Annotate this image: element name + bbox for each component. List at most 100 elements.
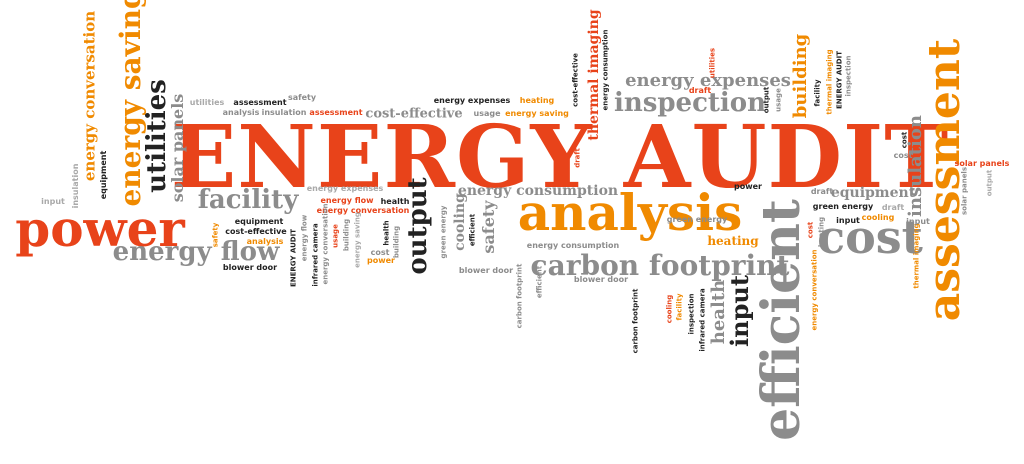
word-small: draft xyxy=(688,86,712,95)
word-small: cost xyxy=(900,131,909,149)
word-insulation: insulation xyxy=(905,115,926,217)
word-small: carbon footprint xyxy=(515,263,524,329)
word-small: energy conversation xyxy=(316,206,410,215)
word-thermal-imaging: thermal imaging xyxy=(586,9,602,141)
word-heating: heating xyxy=(707,234,759,248)
word-small: energy expenses xyxy=(306,184,384,193)
word-safety: safety xyxy=(479,200,498,254)
word-small: thermal imaging xyxy=(912,223,921,289)
word-small: input xyxy=(41,197,65,206)
word-small: equipment xyxy=(99,150,108,200)
word-small: building xyxy=(392,225,401,259)
word-energy-conversation: energy conversation xyxy=(80,10,99,182)
word-small: insulation xyxy=(261,108,307,117)
word-small: building xyxy=(342,218,351,252)
word-small: utilities xyxy=(708,47,717,79)
word-small: green energy xyxy=(812,202,874,211)
word-building: building xyxy=(790,33,811,119)
word-small: assessment xyxy=(233,98,287,107)
word-facility: facility xyxy=(197,185,299,215)
word-small: insulation xyxy=(71,163,80,209)
word-small: analysis xyxy=(246,237,284,246)
word-small: energy consumption xyxy=(601,29,610,111)
word-small: energy conversation xyxy=(321,203,330,285)
word-cooling: cooling xyxy=(452,193,468,251)
word-analysis: analysis xyxy=(517,183,743,242)
word-small: assessment xyxy=(309,108,363,117)
word-small: solar panels xyxy=(954,159,1010,168)
word-small: draft xyxy=(810,187,834,196)
word-small: inspection xyxy=(687,293,696,335)
word-small: power xyxy=(367,256,395,265)
word-small: blower door xyxy=(458,266,514,275)
word-small: cost xyxy=(370,248,390,257)
word-energy-flow: energy flow xyxy=(112,237,280,267)
word-inspection: inspection xyxy=(613,88,767,118)
word-small: draft xyxy=(573,148,582,168)
word-small: output xyxy=(985,169,994,197)
word-carbon-footprint: carbon footprint xyxy=(530,249,790,282)
word-small: carbon footprint xyxy=(631,288,640,354)
word-small: heating xyxy=(817,216,826,248)
title-energy-audit: ENERGY AUDIT xyxy=(170,107,950,208)
word-small: inspection xyxy=(844,55,853,97)
word-small: usage xyxy=(473,109,501,118)
word-small: ENERGY AUDIT xyxy=(835,51,844,109)
word-small: energy consumption xyxy=(526,241,620,250)
word-small: thermal imaging xyxy=(825,49,834,115)
word-small: health xyxy=(382,220,391,246)
word-small: equipment xyxy=(234,217,284,226)
word-small: green energy xyxy=(666,215,728,224)
word-small: cooling xyxy=(861,213,895,222)
word-small: blower door xyxy=(222,263,278,272)
word-small: facility xyxy=(813,79,822,107)
word-equipment: equipment xyxy=(830,185,916,201)
word-small: cooling xyxy=(665,294,674,324)
word-small: energy flow xyxy=(300,214,309,262)
word-health: health xyxy=(708,279,729,345)
word-small: energy expenses xyxy=(433,96,511,105)
word-small: safety xyxy=(211,222,220,248)
word-small: cost-effective xyxy=(571,53,580,107)
word-small: blower door xyxy=(573,275,629,284)
word-small: green energy xyxy=(439,205,448,259)
word-small: cost xyxy=(806,221,815,239)
word-small: output xyxy=(762,86,771,114)
word-energy-saving: energy saving xyxy=(114,0,147,207)
word-small: energy conversation xyxy=(810,249,819,331)
word-small: efficient xyxy=(468,213,477,247)
word-small: cost-effective xyxy=(365,106,463,122)
word-small: energy flow xyxy=(320,196,374,205)
word-small: ENERGY AUDIT xyxy=(289,229,298,287)
word-small: safety xyxy=(287,93,317,102)
word-small: energy saving xyxy=(505,109,569,118)
word-small: draft xyxy=(881,203,905,212)
word-small: infrared camera xyxy=(311,223,320,287)
word-energy-expenses: energy expenses xyxy=(625,70,791,91)
word-efficient: efficient xyxy=(751,199,812,441)
word-small: cost-effective xyxy=(225,227,287,236)
word-solar-panels: solar panels xyxy=(168,93,187,203)
word-small: solar panels xyxy=(960,166,969,216)
word-small: infrared camera xyxy=(698,288,707,352)
word-cost: cost xyxy=(817,210,923,264)
word-small: input xyxy=(836,216,860,225)
word-small: health xyxy=(380,197,410,206)
word-small: input xyxy=(906,217,930,226)
word-power: power xyxy=(15,199,185,258)
word-small: cost xyxy=(893,151,913,160)
word-small: energy saving xyxy=(353,212,362,268)
word-small: usage xyxy=(774,88,783,112)
word-energy-consumption: energy consumption xyxy=(457,183,619,199)
word-input: input xyxy=(725,275,754,347)
word-utilities: utilities xyxy=(142,79,172,193)
word-small: facility xyxy=(675,293,684,321)
word-small: power xyxy=(734,182,762,191)
word-small: usage xyxy=(331,224,340,248)
word-small: heating xyxy=(519,96,555,105)
word-small: utilities xyxy=(189,98,225,107)
word-small: analysis xyxy=(222,108,260,117)
word-small: efficient xyxy=(535,265,544,299)
word-output: output xyxy=(403,177,433,275)
